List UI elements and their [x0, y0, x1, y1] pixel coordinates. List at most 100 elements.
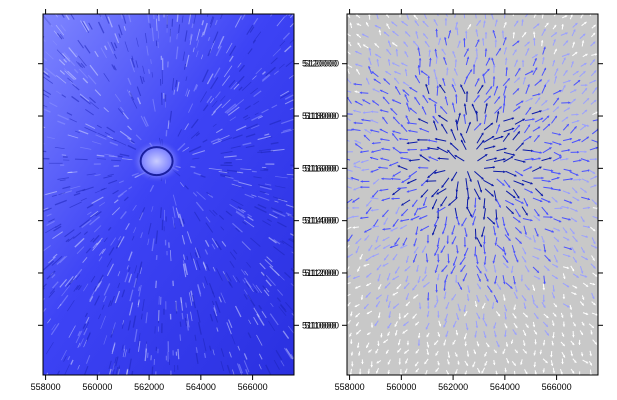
vector-arrowhead — [379, 128, 383, 132]
vector-arrowhead — [536, 257, 540, 260]
relief-ridge — [121, 322, 125, 329]
vector-arrowhead — [452, 324, 456, 328]
vector-arrowhead — [446, 67, 449, 70]
vector-arrowhead — [416, 269, 419, 273]
vector-arrowhead — [464, 313, 467, 317]
vector-arrowhead — [487, 57, 491, 61]
vector-arrowhead — [567, 191, 571, 195]
vector-arrowhead — [570, 177, 573, 181]
relief-ridge — [83, 231, 88, 235]
relief-ridge — [280, 129, 292, 134]
vector-arrowhead — [395, 86, 398, 89]
vector-arrow — [591, 139, 598, 143]
vector-arrowhead — [452, 263, 456, 266]
relief-ridge — [254, 112, 259, 116]
vector-arrowhead — [592, 296, 595, 299]
vector-arrowhead — [571, 342, 575, 346]
vector-arrowhead — [543, 46, 546, 50]
relief-ridge — [82, 77, 89, 84]
vector-arrowhead — [425, 326, 429, 330]
relief-ridge — [185, 54, 190, 67]
relief-ridge — [60, 24, 67, 32]
relief-ridge — [107, 226, 112, 231]
relief-ridge — [69, 279, 74, 285]
relief-ridge — [140, 232, 143, 239]
vector-arrowhead — [412, 287, 415, 291]
relief-ridge — [103, 175, 113, 179]
vector-arrowhead — [381, 198, 384, 202]
vector-arrowhead — [451, 241, 455, 245]
relief-ridge — [80, 197, 87, 202]
vector-arrowhead — [554, 75, 558, 79]
vector-arrowhead — [353, 82, 356, 86]
relief-ridge — [285, 14, 289, 18]
vector-arrowhead — [555, 276, 558, 279]
vector-arrowhead — [420, 228, 423, 231]
vector-arrowhead — [533, 353, 536, 356]
y-tick-label: 5112000 — [302, 268, 336, 278]
relief-ridge — [84, 45, 91, 54]
relief-ridge — [237, 208, 245, 214]
vector-arrowhead — [423, 284, 426, 288]
vector-arrowhead — [376, 59, 379, 62]
relief-ridge — [64, 229, 75, 238]
vector-arrowhead — [395, 271, 398, 274]
vector-arrowhead — [553, 24, 557, 28]
relief-ridge — [43, 207, 52, 213]
relief-ridge — [212, 291, 216, 298]
vector-arrowhead — [567, 53, 570, 56]
relief-ridge — [213, 307, 218, 317]
vector-arrowhead — [502, 183, 505, 186]
relief-ridge — [43, 245, 52, 252]
relief-ridge — [89, 290, 96, 301]
relief-ridge — [113, 14, 115, 15]
vector-arrowhead — [418, 166, 421, 170]
relief-ridge — [113, 42, 118, 49]
relief-ridge — [100, 315, 106, 330]
relief-ridge — [59, 33, 65, 39]
vector-arrowhead — [592, 171, 596, 174]
relief-ridge — [277, 198, 288, 203]
relief-ridge — [204, 249, 209, 255]
vector-arrowhead — [347, 68, 350, 71]
relief-ridge — [136, 86, 142, 97]
vector-arrowhead — [497, 124, 501, 127]
relief-ridge — [98, 256, 103, 262]
relief-ridge — [181, 312, 184, 320]
vector-arrowhead — [497, 96, 500, 99]
vector-arrowhead — [486, 279, 489, 282]
vector-arrowhead — [435, 10, 437, 12]
vector-arrowhead — [558, 172, 561, 175]
relief-ridge — [273, 239, 281, 245]
relief-ridge — [111, 343, 116, 355]
vector-arrowhead — [405, 115, 409, 118]
vector-arrowhead — [422, 250, 425, 253]
vector-arrowhead — [414, 20, 418, 23]
relief-ridge — [110, 138, 117, 142]
vector-arrowhead — [443, 343, 446, 346]
relief-ridge — [89, 216, 101, 226]
relief-ridge — [229, 260, 235, 268]
relief-ridge — [223, 65, 233, 78]
relief-ridge — [221, 75, 231, 86]
relief-ridge — [269, 119, 282, 126]
vector-arrowhead — [550, 142, 553, 145]
relief-ridge — [45, 226, 57, 234]
relief-ridge — [200, 54, 204, 60]
vector-arrowhead — [551, 343, 554, 346]
relief-ridge — [119, 210, 127, 220]
vector-arrow — [347, 139, 350, 142]
vector-arrowhead — [475, 48, 478, 51]
vector-arrowhead — [350, 364, 354, 367]
vector-arrowhead — [417, 138, 420, 142]
relief-ridge — [255, 284, 262, 294]
relief-ridge — [173, 89, 175, 95]
relief-ridge — [276, 297, 282, 303]
relief-ridge — [262, 220, 271, 226]
vector-arrowhead — [580, 332, 583, 336]
relief-ridge — [74, 130, 81, 134]
relief-ridge — [280, 240, 285, 244]
relief-ridge — [77, 342, 81, 348]
vector-arrowhead — [415, 350, 419, 354]
vector-arrowhead — [390, 108, 393, 111]
